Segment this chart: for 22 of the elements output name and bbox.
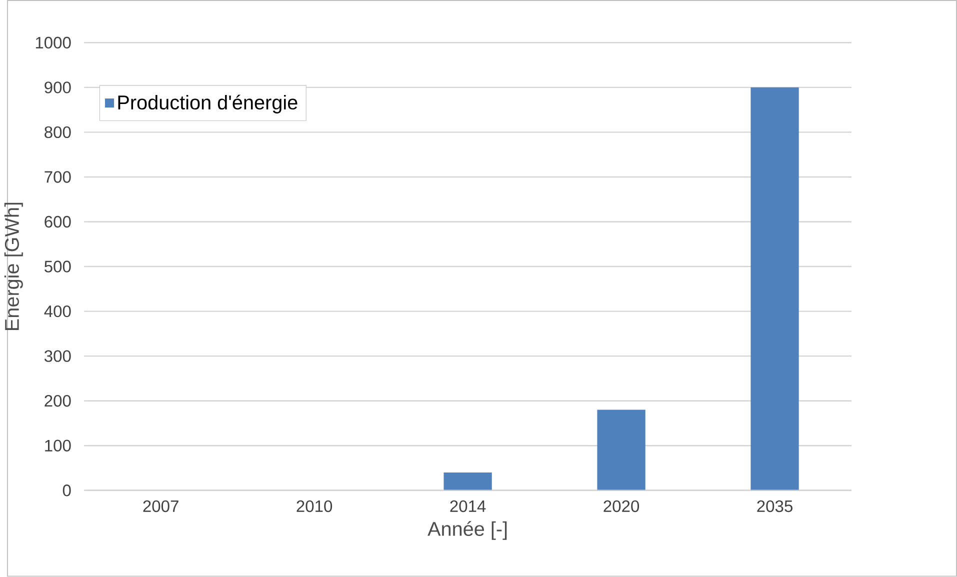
bar bbox=[597, 410, 646, 491]
y-axis-title: Energie [GWh] bbox=[4, 202, 23, 330]
y-tick-label: 0 bbox=[62, 484, 71, 496]
y-tick-label: 500 bbox=[44, 260, 71, 273]
x-tick-label: 2010 bbox=[296, 500, 332, 512]
y-tick-label: 1000 bbox=[36, 36, 71, 49]
y-tick-label: 700 bbox=[44, 171, 71, 183]
x-tick-label: 2007 bbox=[143, 500, 178, 512]
bar bbox=[750, 88, 799, 491]
y-tick-label: 600 bbox=[44, 216, 71, 228]
y-tick-label: 400 bbox=[44, 306, 71, 318]
legend-label: Production d'énergie bbox=[118, 94, 298, 114]
y-tick-label: 100 bbox=[45, 440, 71, 452]
x-tick-label: 2014 bbox=[450, 500, 486, 512]
x-tick-label: 2020 bbox=[604, 500, 640, 512]
y-tick-label: 900 bbox=[44, 82, 71, 94]
y-tick-label: 800 bbox=[44, 126, 71, 138]
y-tick-label: 300 bbox=[44, 350, 71, 362]
x-tick-label: 2035 bbox=[757, 500, 792, 512]
bar bbox=[444, 472, 492, 491]
y-tick-label: 200 bbox=[44, 395, 71, 407]
x-axis-title: Année [-] bbox=[428, 521, 507, 540]
